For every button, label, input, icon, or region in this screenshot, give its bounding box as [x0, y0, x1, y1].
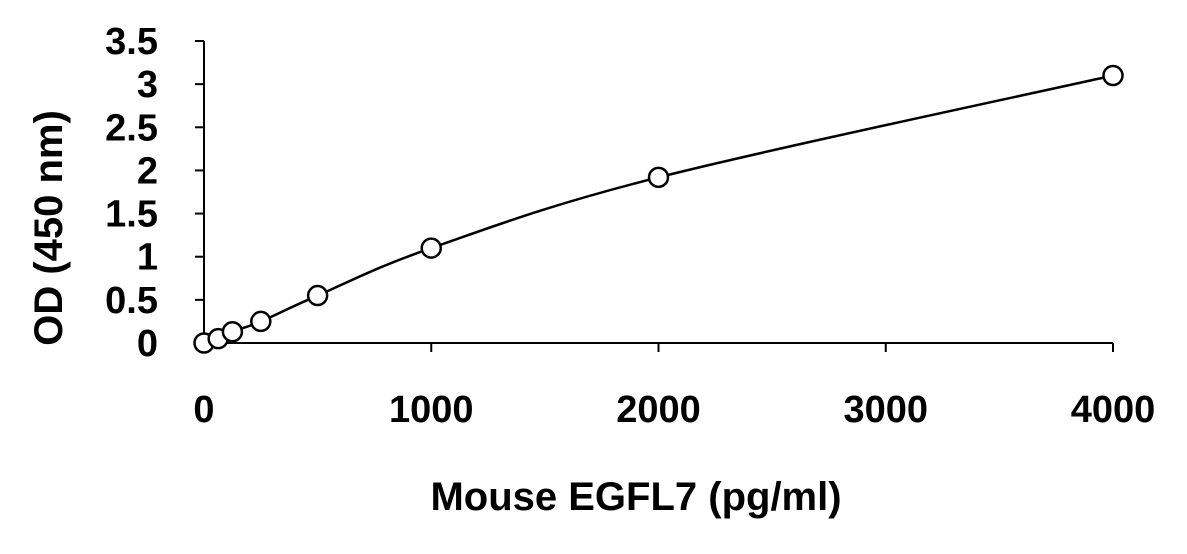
- y-tick-label: 2.5: [105, 107, 158, 149]
- y-tick-label: 1.5: [105, 194, 158, 236]
- data-point-marker: [306, 284, 329, 307]
- y-tick-label: 3: [137, 64, 158, 106]
- y-tick-label: 0.5: [105, 280, 158, 322]
- y-tick-label: 3.5: [105, 21, 158, 63]
- x-tick-label: 4000: [1071, 389, 1156, 431]
- x-axis-ticks: 0 1000 2000 3000 4000: [193, 343, 1155, 431]
- data-point-marker: [647, 166, 670, 189]
- y-tick-label: 0: [137, 323, 158, 365]
- y-tick-label: 2: [137, 150, 158, 192]
- data-point-marker: [420, 237, 442, 259]
- x-axis-title: Mouse EGFL7 (pg/ml): [430, 475, 841, 519]
- data-point-marker: [221, 321, 244, 343]
- x-tick-label: 3000: [843, 389, 928, 431]
- fitted-curve: [203, 74, 1114, 345]
- y-axis-ticks: 00.511.522.533.5: [105, 21, 204, 365]
- x-tick-label: 1000: [389, 389, 474, 431]
- data-point-marker: [250, 310, 272, 333]
- x-tick-label: 2000: [616, 389, 701, 431]
- x-tick-label: 0: [193, 389, 214, 431]
- data-points: [193, 64, 1124, 354]
- y-tick-label: 1: [137, 237, 158, 279]
- data-point-marker: [1102, 64, 1124, 87]
- y-axis-title: OD (450 nm): [27, 110, 71, 346]
